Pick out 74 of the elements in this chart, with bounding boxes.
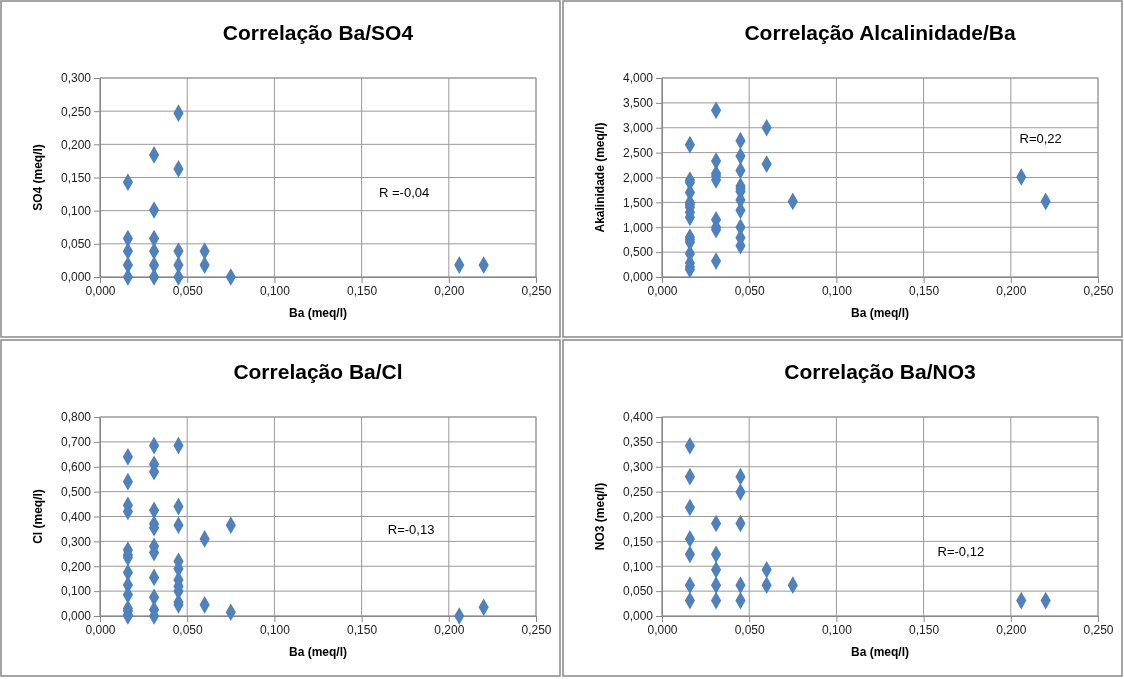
x-tick-label: 0,150 — [909, 622, 940, 637]
x-tick-label: 0,050 — [734, 283, 766, 298]
y-tick-label: 0,700 — [60, 435, 92, 450]
y-tick-label: 0,600 — [60, 460, 92, 475]
x-tick-label: 0,100 — [259, 622, 291, 637]
y-tick-label: 0,100 — [60, 204, 92, 219]
chart-title: Correlação Ba/NO3 — [784, 360, 976, 383]
x-tick-label: 0,050 — [172, 283, 204, 298]
x-tick-label: 0,200 — [434, 283, 465, 298]
annotation: R=0,22 — [1019, 130, 1062, 146]
y-tick-label: 0,400 — [60, 509, 92, 524]
y-axis-title: Cl (meq/l) — [31, 489, 45, 544]
x-axis-title: Ba (meq/l) — [288, 306, 348, 320]
y-tick-label: 0,500 — [60, 484, 92, 499]
x-tick-label: 0,250 — [521, 283, 552, 298]
chart-title: Correlação Ba/SO4 — [222, 21, 414, 44]
y-tick-label: 0,250 — [622, 484, 654, 499]
y-tick-label: 0,800 — [60, 410, 92, 425]
x-tick-label: 0,050 — [734, 622, 766, 637]
annotation: R=-0,13 — [387, 521, 435, 537]
x-tick-label: 0,250 — [1083, 622, 1114, 637]
y-tick-label: 2,000 — [622, 170, 654, 185]
y-tick-label: 2,500 — [622, 145, 654, 160]
y-tick-label: 0,300 — [60, 534, 92, 549]
y-tick-label: 1,500 — [622, 195, 654, 210]
y-tick-label: 0,200 — [60, 559, 92, 574]
x-tick-label: 0,250 — [521, 622, 552, 637]
annotation: R =-0,04 — [379, 185, 430, 201]
y-tick-label: 0,350 — [622, 435, 654, 450]
chart-title: Correlação Ba/Cl — [233, 360, 403, 383]
y-tick-label: 0,400 — [622, 410, 654, 425]
x-tick-label: 0,150 — [909, 283, 940, 298]
y-axis-title: SO4 (meq/l) — [31, 144, 45, 211]
x-tick-label: 0,000 — [85, 622, 116, 637]
y-tick-label: 0,100 — [60, 584, 92, 599]
x-tick-label: 0,100 — [821, 283, 853, 298]
x-tick-label: 0,000 — [647, 622, 678, 637]
x-tick-label: 0,100 — [259, 283, 291, 298]
y-tick-label: 0,100 — [622, 559, 654, 574]
x-tick-label: 0,200 — [996, 283, 1027, 298]
x-tick-label: 0,200 — [434, 622, 465, 637]
x-tick-label: 0,000 — [85, 283, 116, 298]
y-tick-label: 0,250 — [60, 104, 92, 119]
x-tick-label: 0,200 — [996, 622, 1027, 637]
y-tick-label: 1,000 — [622, 220, 654, 235]
y-tick-label: 0,000 — [622, 609, 654, 624]
x-tick-label: 0,000 — [647, 283, 678, 298]
y-tick-label: 3,500 — [622, 96, 654, 111]
y-tick-label: 0,500 — [622, 245, 654, 260]
chart-title: Correlação Alcalinidade/Ba — [744, 21, 1016, 44]
x-axis-title: Ba (meq/l) — [850, 306, 910, 320]
y-tick-label: 0,300 — [622, 460, 654, 475]
x-axis-title: Ba (meq/l) — [288, 645, 348, 659]
y-tick-label: 0,300 — [60, 71, 92, 86]
x-tick-label: 0,100 — [821, 622, 853, 637]
x-axis-title: Ba (meq/l) — [850, 645, 910, 659]
y-tick-label: 0,050 — [60, 237, 92, 252]
x-tick-label: 0,150 — [347, 622, 378, 637]
y-axis-title: NO3 (meq/l) — [593, 482, 607, 551]
y-tick-label: 0,150 — [622, 534, 654, 549]
y-tick-label: 0,200 — [622, 509, 654, 524]
annotation: R=-0,12 — [937, 544, 985, 560]
x-tick-label: 0,150 — [347, 283, 378, 298]
y-tick-label: 0,000 — [60, 270, 92, 285]
y-tick-label: 0,200 — [60, 137, 92, 152]
y-tick-label: 0,000 — [60, 609, 92, 624]
y-tick-label: 3,000 — [622, 121, 654, 136]
x-tick-label: 0,250 — [1083, 283, 1114, 298]
y-tick-label: 4,000 — [622, 71, 654, 86]
y-tick-label: 0,050 — [622, 584, 654, 599]
x-tick-label: 0,050 — [172, 622, 204, 637]
y-tick-label: 0,150 — [60, 170, 92, 185]
y-tick-label: 0,000 — [622, 270, 654, 285]
y-axis-title: Akalinidade (meq/l) — [593, 122, 607, 233]
